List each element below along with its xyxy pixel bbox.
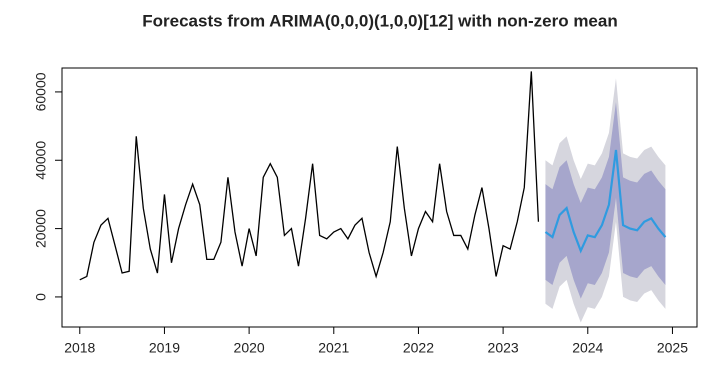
x-tick-label: 2020 (234, 340, 265, 356)
y-tick-label: 40000 (33, 141, 49, 180)
plot-area (79, 71, 667, 323)
x-tick-label: 2023 (488, 340, 519, 356)
prediction-band (545, 102, 666, 299)
y-tick-label: 0 (33, 293, 49, 301)
chart-title: Forecasts from ARIMA(0,0,0)(1,0,0)[12] w… (142, 11, 617, 30)
y-tick-label: 60000 (33, 72, 49, 111)
plot-frame (61, 67, 698, 328)
x-tick-label: 2018 (64, 340, 95, 356)
x-tick-label: 2025 (657, 340, 688, 356)
x-tick-label: 2019 (149, 340, 180, 356)
forecast-line (544, 149, 667, 254)
x-tick-label: 2022 (403, 340, 434, 356)
x-tick-label: 2021 (318, 340, 349, 356)
x-tick-label: 2024 (572, 340, 603, 356)
y-tick-label: 20000 (33, 209, 49, 248)
history-line (79, 71, 540, 281)
